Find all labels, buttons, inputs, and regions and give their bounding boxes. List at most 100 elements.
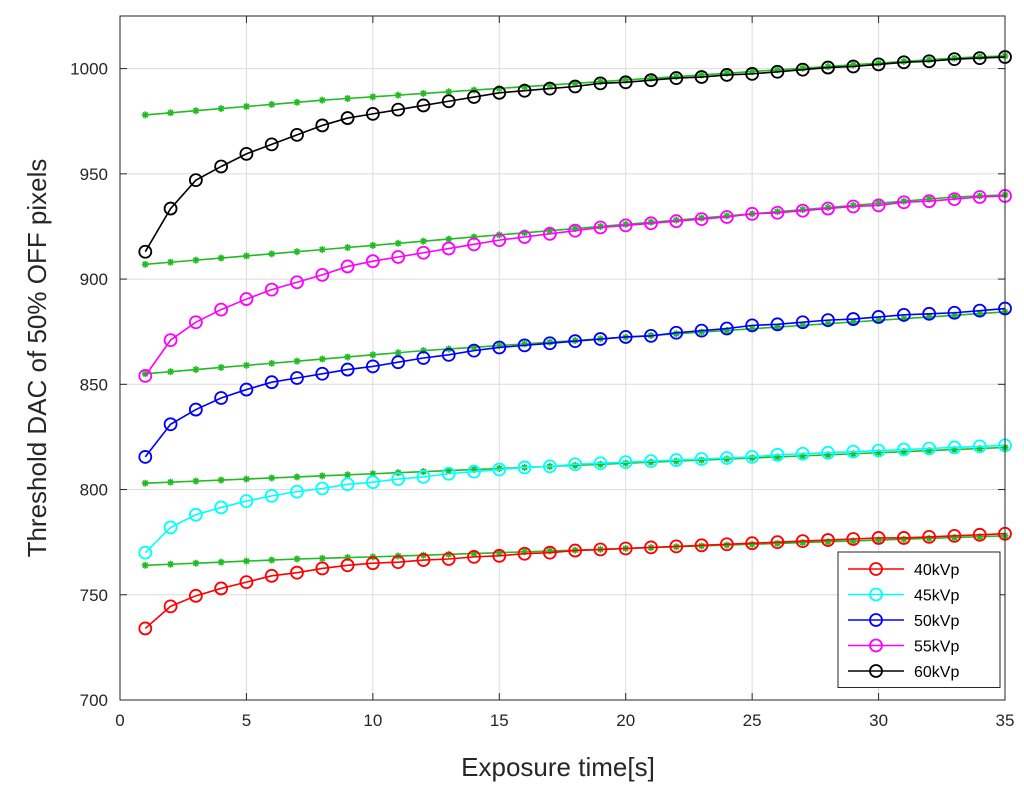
data-point-50kVp — [947, 305, 962, 320]
data-point-40kVp — [542, 545, 557, 560]
legend-marker — [869, 664, 883, 678]
data-point-60kVp — [517, 83, 532, 98]
data-point-40kVp — [821, 533, 835, 547]
data-point-50kVp — [138, 450, 153, 464]
fit-marker — [976, 53, 984, 61]
data-point-45kVp — [365, 475, 380, 490]
series-line-60kVp — [144, 56, 1006, 253]
fit-marker — [622, 220, 630, 228]
data-point-45kVp — [922, 441, 937, 456]
fit-marker — [217, 558, 225, 566]
fit-marker — [799, 206, 807, 214]
fit-marker — [824, 204, 832, 212]
fit-marker — [925, 534, 933, 542]
data-point-45kVp — [492, 462, 507, 477]
data-point-60kVp — [846, 59, 861, 74]
data-point-45kVp — [340, 477, 355, 492]
x-axis-title: Exposure time[s] — [461, 752, 655, 782]
fit-marker — [875, 199, 883, 207]
x-tick-label: 15 — [490, 711, 509, 730]
fit-marker — [293, 473, 301, 481]
fit-marker — [672, 457, 680, 465]
data-point-45kVp — [517, 460, 532, 475]
data-point-45kVp — [593, 456, 608, 471]
data-point-50kVp — [467, 343, 481, 358]
data-point-45kVp — [214, 500, 229, 515]
data-point-45kVp — [770, 447, 785, 462]
fit-marker — [875, 59, 883, 67]
data-point-45kVp — [669, 453, 684, 467]
fit-marker — [318, 355, 326, 363]
data-point-45kVp — [618, 455, 633, 470]
fit-marker — [419, 347, 427, 355]
data-point-60kVp — [365, 106, 380, 121]
data-point-55kVp — [188, 315, 203, 330]
data-point-45kVp — [568, 457, 583, 472]
data-point-50kVp — [441, 347, 456, 362]
fit-marker — [875, 536, 883, 544]
fit-marker — [217, 105, 225, 113]
data-point-40kVp — [239, 575, 254, 590]
data-point-60kVp — [214, 159, 229, 174]
fit-marker — [748, 68, 756, 76]
series-line-50kVp — [144, 307, 1006, 458]
data-point-60kVp — [719, 68, 734, 82]
data-point-50kVp — [846, 312, 861, 326]
data-point-50kVp — [618, 330, 633, 344]
fit-marker — [293, 357, 301, 365]
data-point-40kVp — [770, 535, 785, 550]
fit-marker — [571, 225, 579, 233]
fit-marker — [318, 246, 326, 254]
data-point-55kVp — [745, 206, 760, 221]
fit-marker — [925, 56, 933, 64]
legend-label: 50kVp — [914, 613, 959, 630]
data-point-40kVp — [719, 537, 734, 552]
data-point-55kVp — [896, 195, 911, 210]
data-point-40kVp — [618, 541, 633, 556]
fit-marker — [950, 446, 958, 454]
x-tick-label: 0 — [115, 711, 124, 730]
x-tick-label: 35 — [996, 711, 1015, 730]
fit-marker — [192, 107, 200, 115]
fit-marker — [521, 548, 529, 556]
data-point-40kVp — [694, 538, 709, 553]
data-point-40kVp — [517, 546, 532, 561]
data-point-40kVp — [365, 556, 380, 571]
data-point-45kVp — [719, 451, 734, 465]
data-point-45kVp — [188, 507, 203, 522]
data-point-55kVp — [517, 230, 532, 244]
data-point-40kVp — [492, 548, 507, 563]
fit-marker — [698, 328, 706, 336]
data-point-55kVp — [239, 292, 254, 306]
data-point-50kVp — [391, 355, 406, 370]
plot-frame — [119, 15, 1006, 701]
data-point-55kVp — [365, 254, 380, 269]
data-point-45kVp — [163, 520, 178, 535]
fit-marker — [242, 557, 250, 565]
fit-marker — [344, 244, 352, 252]
data-point-45kVp — [644, 454, 658, 469]
data-point-40kVp — [745, 536, 760, 551]
fit-marker — [268, 359, 276, 367]
data-point-40kVp — [264, 568, 279, 583]
data-point-50kVp — [770, 317, 785, 332]
data-point-50kVp — [745, 318, 760, 333]
series-line-40kVp — [144, 532, 1006, 630]
fit-marker — [773, 208, 781, 216]
data-point-40kVp — [290, 565, 304, 580]
legend-marker — [869, 638, 883, 653]
data-point-60kVp — [391, 102, 406, 117]
fit-marker — [723, 455, 731, 463]
x-tick-label: 5 — [242, 711, 251, 730]
data-point-40kVp — [871, 531, 886, 545]
data-point-45kVp — [896, 442, 911, 457]
data-point-55kVp — [821, 201, 835, 216]
fit-marker — [849, 537, 857, 545]
data-point-40kVp — [163, 599, 178, 614]
data-point-55kVp — [795, 203, 810, 218]
fit-marker — [723, 541, 731, 549]
data-point-50kVp — [315, 366, 330, 381]
y-tick-label: 850 — [80, 375, 108, 394]
fit-marker — [672, 330, 680, 338]
fit-marker — [470, 343, 478, 351]
